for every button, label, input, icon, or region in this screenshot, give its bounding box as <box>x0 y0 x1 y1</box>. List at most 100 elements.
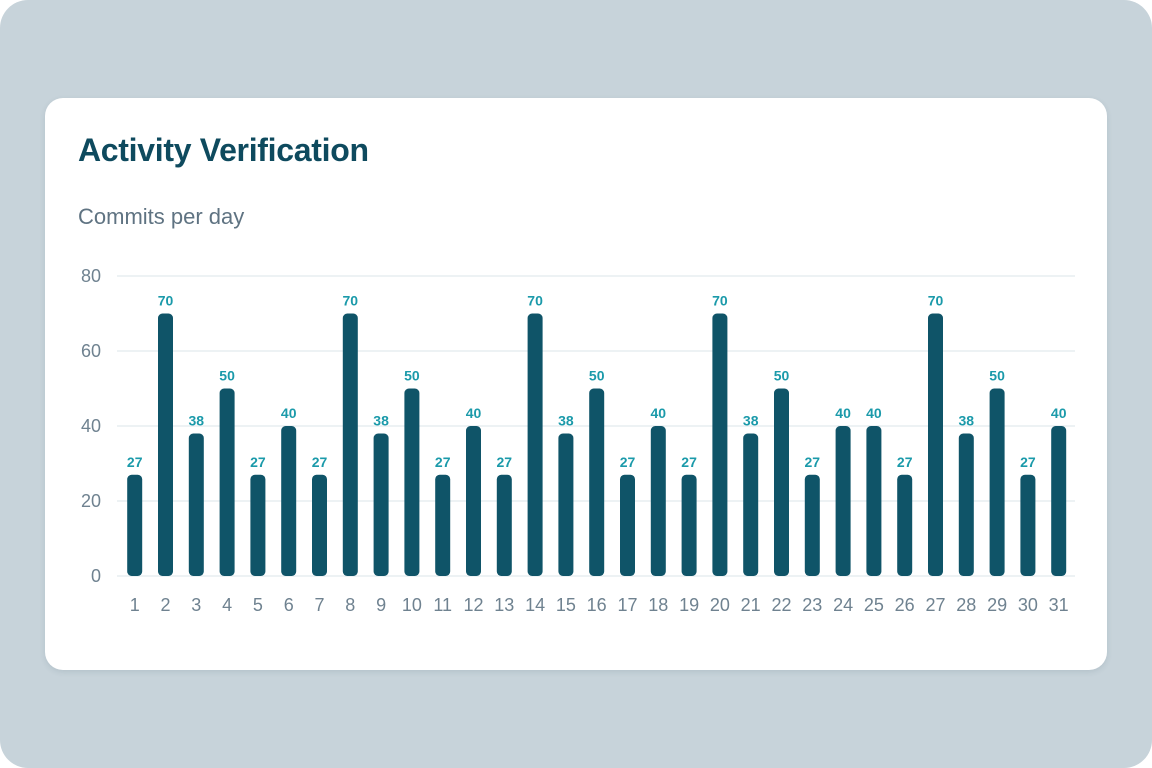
bar <box>158 313 173 576</box>
bar <box>712 313 728 576</box>
x-tick-label: 21 <box>741 595 761 615</box>
x-tick-label: 10 <box>402 595 422 615</box>
bar-value-label: 40 <box>866 405 882 421</box>
bar-value-label: 40 <box>281 405 297 421</box>
card-title: Activity Verification <box>78 132 369 168</box>
x-tick-label: 19 <box>679 595 699 615</box>
x-tick-label: 2 <box>160 595 170 615</box>
bar-value-label: 50 <box>989 368 1005 384</box>
y-tick-label: 60 <box>81 341 101 361</box>
bar <box>342 313 358 576</box>
x-tick-label: 5 <box>253 595 263 615</box>
bar-value-label: 50 <box>774 368 790 384</box>
bar-value-label: 38 <box>373 413 389 429</box>
x-tick-label: 1 <box>130 595 140 615</box>
bar <box>373 433 389 576</box>
bar <box>589 388 605 576</box>
bar <box>435 474 451 576</box>
bar <box>804 474 820 576</box>
bar-value-label: 27 <box>620 454 636 470</box>
x-tick-label: 26 <box>895 595 915 615</box>
x-tick-label: 4 <box>222 595 232 615</box>
bar <box>250 474 266 576</box>
x-tick-label: 31 <box>1049 595 1069 615</box>
bar-value-label: 38 <box>558 413 574 429</box>
bar-value-label: 27 <box>312 454 328 470</box>
bar-chart: 0 20 40 60 80 27 1 70 2 38 3 50 4 27 5 40 6 27 7 70 8 38 9 50 10… <box>81 266 1075 615</box>
bar <box>928 313 943 576</box>
bar <box>527 313 543 576</box>
bar-value-label: 40 <box>466 405 482 421</box>
bar-value-label: 27 <box>250 454 266 470</box>
bar-value-label: 50 <box>219 368 235 384</box>
bar-value-label: 70 <box>343 293 359 309</box>
bar <box>989 388 1005 576</box>
bar-value-label: 27 <box>1020 454 1036 470</box>
x-tick-label: 15 <box>556 595 576 615</box>
x-tick-label: 23 <box>802 595 822 615</box>
y-tick-label: 20 <box>81 491 101 511</box>
x-tick-label: 17 <box>617 595 637 615</box>
bar-value-label: 50 <box>404 368 420 384</box>
bar-value-label: 38 <box>959 413 975 429</box>
y-tick-label: 80 <box>81 266 101 286</box>
bar <box>1020 474 1036 576</box>
bar <box>558 433 574 576</box>
bar-value-label: 27 <box>897 454 913 470</box>
chart-subtitle: Commits per day <box>78 204 245 229</box>
bar-value-label: 40 <box>651 405 667 421</box>
bar <box>188 433 204 576</box>
bar <box>743 433 759 576</box>
x-tick-label: 28 <box>956 595 976 615</box>
bar-value-label: 27 <box>435 454 451 470</box>
x-tick-label: 18 <box>648 595 668 615</box>
x-tick-label: 11 <box>433 595 452 615</box>
bar <box>866 426 882 576</box>
bar <box>958 433 974 576</box>
bar <box>897 474 913 576</box>
x-tick-label: 9 <box>376 595 386 615</box>
bar-value-label: 27 <box>681 454 697 470</box>
bar-value-label: 27 <box>805 454 821 470</box>
x-tick-label: 3 <box>191 595 201 615</box>
bar <box>312 474 327 576</box>
bar <box>774 388 789 576</box>
bar <box>466 426 481 576</box>
x-tick-label: 20 <box>710 595 730 615</box>
bar-value-label: 50 <box>589 368 605 384</box>
bar <box>281 426 297 576</box>
bar <box>127 474 143 576</box>
bar-value-label: 40 <box>835 405 851 421</box>
bar <box>620 474 635 576</box>
x-tick-label: 8 <box>345 595 355 615</box>
y-tick-label: 0 <box>91 566 101 586</box>
bar-value-label: 27 <box>127 454 143 470</box>
bar <box>650 426 666 576</box>
x-tick-label: 14 <box>525 595 545 615</box>
y-tick-label: 40 <box>81 416 101 436</box>
x-tick-label: 6 <box>284 595 294 615</box>
bar <box>1051 426 1067 576</box>
bar-value-label: 70 <box>158 293 174 309</box>
bar-value-label: 38 <box>189 413 205 429</box>
bar-value-label: 70 <box>928 293 944 309</box>
bar <box>496 474 512 576</box>
bar-value-label: 70 <box>527 293 543 309</box>
x-tick-label: 25 <box>864 595 884 615</box>
x-tick-label: 27 <box>925 595 945 615</box>
bar <box>835 426 851 576</box>
bar <box>681 474 697 576</box>
x-tick-label: 30 <box>1018 595 1038 615</box>
bar-value-label: 70 <box>712 293 728 309</box>
x-tick-label: 22 <box>771 595 791 615</box>
x-tick-label: 29 <box>987 595 1007 615</box>
bar-value-label: 38 <box>743 413 759 429</box>
bar <box>219 388 235 576</box>
x-tick-label: 16 <box>587 595 607 615</box>
x-tick-label: 12 <box>463 595 483 615</box>
chart-card: Activity Verification Commits per day 0 2… <box>45 98 1107 670</box>
bar-value-label: 40 <box>1051 405 1067 421</box>
bar <box>404 388 420 576</box>
x-tick-label: 13 <box>494 595 514 615</box>
